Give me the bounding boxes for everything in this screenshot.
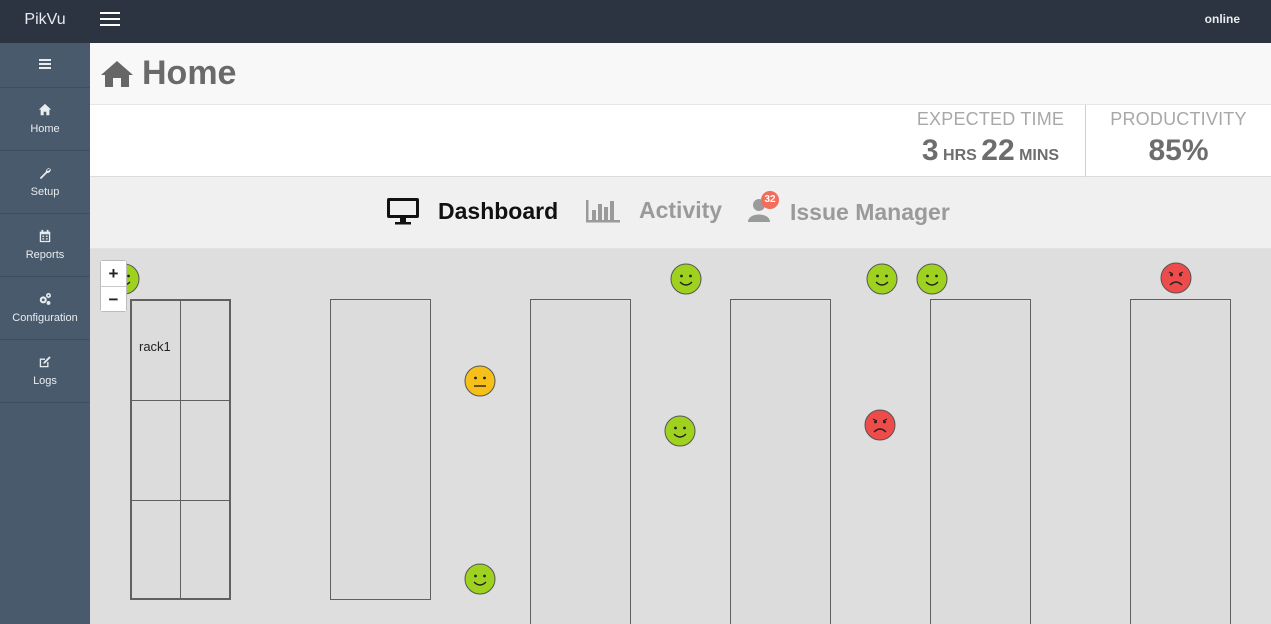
worker-face-icon[interactable] bbox=[864, 409, 896, 441]
top-navbar: PikVu online bbox=[0, 0, 1271, 43]
sidebar-item-setup[interactable]: Setup bbox=[0, 151, 90, 214]
zoom-out-button[interactable]: − bbox=[101, 286, 126, 311]
bar-chart-icon bbox=[586, 199, 620, 222]
sidebar: Home Setup Reports Configuration Logs bbox=[0, 43, 90, 624]
tab-dashboard[interactable]: Dashboard bbox=[386, 197, 558, 225]
home-icon bbox=[101, 60, 133, 87]
minutes-unit: MINS bbox=[1019, 147, 1060, 164]
connection-status: online bbox=[1204, 12, 1240, 26]
zoom-in-button[interactable]: + bbox=[101, 261, 126, 286]
rack-6[interactable] bbox=[1130, 299, 1231, 624]
warehouse-map[interactable]: rack1 + − bbox=[90, 249, 1271, 624]
expected-time-stat: EXPECTED TIME 3 HRS 22 MINS bbox=[896, 105, 1085, 177]
monitor-icon bbox=[387, 198, 419, 225]
worker-face-icon[interactable] bbox=[670, 263, 702, 295]
tab-issue-manager[interactable]: 32 Issue Manager bbox=[747, 191, 950, 228]
worker-face-icon[interactable] bbox=[464, 563, 496, 595]
sidebar-item-label: Home bbox=[30, 123, 60, 135]
sidebar-item-label: Setup bbox=[30, 186, 60, 198]
brand-logo[interactable]: PikVu bbox=[24, 11, 66, 28]
rack-cell[interactable] bbox=[180, 500, 230, 599]
worker-face-icon[interactable] bbox=[1160, 262, 1192, 294]
home-icon bbox=[0, 103, 90, 119]
sidebar-item-logs[interactable]: Logs bbox=[0, 340, 90, 403]
rack-2[interactable] bbox=[330, 299, 431, 600]
stats-bar: EXPECTED TIME 3 HRS 22 MINS PRODUCTIVITY… bbox=[90, 105, 1271, 177]
stat-label: EXPECTED TIME bbox=[916, 109, 1065, 129]
sidebar-collapse-button[interactable] bbox=[0, 43, 90, 88]
worker-face-icon[interactable] bbox=[464, 365, 496, 397]
minutes-value: 22 bbox=[981, 134, 1015, 167]
worker-face-icon[interactable] bbox=[866, 263, 898, 295]
main-content: Home EXPECTED TIME 3 HRS 22 MINS PRODUCT… bbox=[90, 43, 1271, 624]
hours-value: 3 bbox=[921, 134, 939, 167]
sidebar-item-home[interactable]: Home bbox=[0, 88, 90, 151]
rack-4[interactable] bbox=[730, 299, 831, 624]
tab-label: Activity bbox=[639, 197, 723, 223]
page-header: Home bbox=[90, 43, 1271, 105]
rack-3[interactable] bbox=[530, 299, 631, 624]
rack-cell[interactable] bbox=[180, 400, 230, 501]
worker-face-icon[interactable] bbox=[916, 263, 948, 295]
stat-label: PRODUCTIVITY bbox=[1110, 109, 1247, 129]
sidebar-item-label: Logs bbox=[33, 375, 57, 387]
gears-icon bbox=[0, 292, 90, 308]
rack-cell[interactable] bbox=[180, 300, 230, 401]
calendar-icon bbox=[0, 229, 90, 245]
tab-activity[interactable]: Activity bbox=[585, 197, 722, 224]
edit-icon bbox=[0, 355, 90, 371]
rack-cell[interactable] bbox=[131, 400, 181, 501]
issue-count-badge: 32 bbox=[761, 191, 779, 209]
user-icon: 32 bbox=[747, 191, 779, 228]
zoom-control: + − bbox=[100, 260, 127, 312]
rack-1[interactable]: rack1 bbox=[130, 299, 231, 600]
view-tabs: Dashboard Activity 32 Issue Manager bbox=[90, 177, 1271, 249]
tab-label: Issue Manager bbox=[790, 199, 950, 225]
sidebar-item-label: Reports bbox=[25, 249, 65, 261]
rack-label: rack1 bbox=[139, 339, 171, 354]
worker-face-icon[interactable] bbox=[664, 415, 696, 447]
sidebar-item-configuration[interactable]: Configuration bbox=[0, 277, 90, 340]
hamburger-icon bbox=[39, 59, 51, 71]
stat-value: 3 HRS 22 MINS bbox=[896, 134, 1085, 168]
sidebar-item-reports[interactable]: Reports bbox=[0, 214, 90, 277]
rack-cell[interactable] bbox=[131, 500, 181, 599]
rack-5[interactable] bbox=[930, 299, 1031, 624]
menu-toggle-icon[interactable] bbox=[100, 12, 120, 28]
hours-unit: HRS bbox=[943, 147, 977, 164]
tab-label: Dashboard bbox=[438, 197, 559, 224]
sidebar-item-label: Configuration bbox=[12, 312, 78, 324]
wrench-icon bbox=[0, 166, 90, 182]
productivity-stat: PRODUCTIVITY 85% bbox=[1085, 105, 1271, 177]
productivity-value: 85% bbox=[1148, 134, 1209, 167]
page-title: Home bbox=[142, 54, 237, 92]
